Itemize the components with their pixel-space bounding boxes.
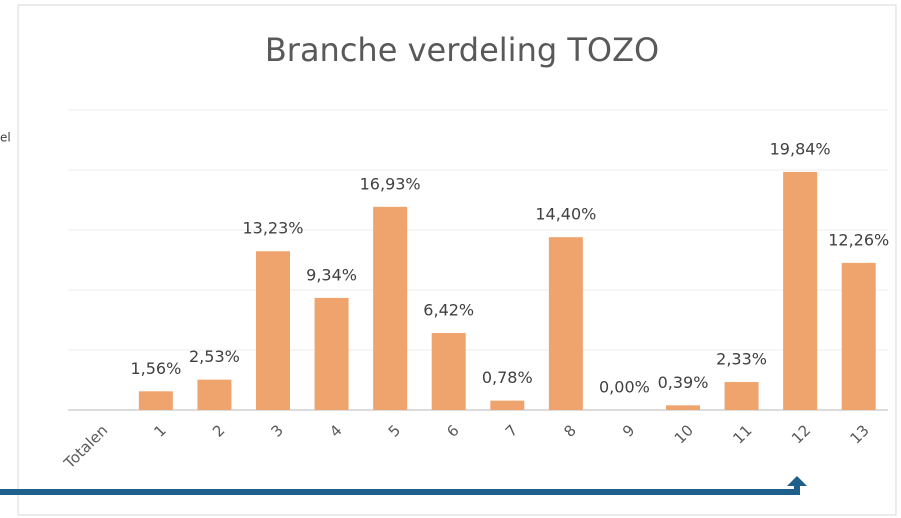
arrow-head xyxy=(787,476,807,486)
bar xyxy=(724,382,759,410)
bar xyxy=(256,251,290,410)
side-text: el xyxy=(0,131,11,145)
data-label: 2,33% xyxy=(716,350,767,369)
data-label: 1,56% xyxy=(130,359,181,378)
data-label: 16,93% xyxy=(360,174,421,193)
chart-title: Branche verdeling TOZO xyxy=(265,31,659,69)
data-label: 12,26% xyxy=(828,230,889,249)
data-label: 19,84% xyxy=(770,139,831,158)
bar xyxy=(490,400,525,410)
bar xyxy=(841,262,876,410)
bar xyxy=(431,332,466,410)
bar xyxy=(666,405,700,410)
bar xyxy=(548,237,583,410)
chart-frame xyxy=(17,4,897,516)
bar xyxy=(314,297,349,410)
data-label: 6,42% xyxy=(423,300,474,319)
data-label: 0,00% xyxy=(599,378,650,397)
data-label: 0,78% xyxy=(482,368,533,387)
data-label: 14,40% xyxy=(535,205,596,224)
data-label: 13,23% xyxy=(242,219,303,238)
plot: Totalen 11,56%22,53%313,23%49,34%516,93%6… xyxy=(60,109,889,473)
data-label: 9,34% xyxy=(306,265,357,284)
bar xyxy=(783,171,818,410)
data-label: 0,39% xyxy=(658,373,709,392)
bar xyxy=(197,379,232,410)
bar xyxy=(373,206,408,410)
bar xyxy=(138,391,173,410)
data-label: 2,53% xyxy=(189,347,240,366)
